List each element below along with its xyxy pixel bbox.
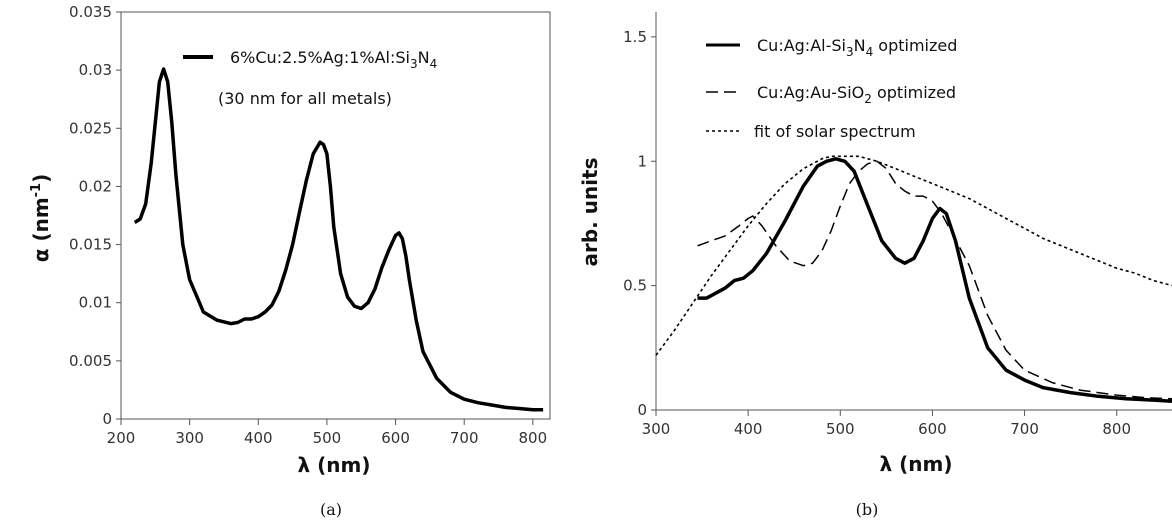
y-axis-label-a: α (nm-1) — [29, 174, 53, 263]
plot-frame-a — [120, 11, 551, 420]
y-tick-label: 0.005 — [69, 352, 112, 370]
x-axis-ticks-a: 200 300 400 500 600 700 800 — [107, 419, 547, 447]
y-tick-label: 0.035 — [69, 3, 112, 21]
y-tick-label: 0.015 — [69, 236, 112, 254]
series-group-b — [655, 155, 1172, 404]
y-tick-label: 1.5 — [623, 28, 647, 46]
chart-panel-a: 0 0.005 0.01 0.015 0.02 0.025 0.03 0.035 200 300… — [29, 3, 551, 477]
y-axis-label-b: arb. units — [578, 157, 602, 266]
series-group-a — [133, 67, 544, 412]
legend-note-a: (30 nm for all metals) — [218, 89, 392, 108]
series-line-1 — [133, 67, 544, 412]
series-line-1 — [697, 157, 1172, 404]
legend-label-b-3: fit of solar spectrum — [754, 122, 916, 141]
x-tick-label: 400 — [244, 429, 273, 447]
y-tick-label: 0.5 — [623, 277, 647, 295]
series-line-2 — [697, 160, 1172, 400]
x-axis-ticks-b: 300 400 500 600 700 800 — [642, 410, 1131, 438]
y-tick-label: 0 — [102, 410, 112, 428]
y-tick-label: 0.03 — [79, 61, 112, 79]
chart-panel-b: 0 0.5 1 1.5 300 400 500 600 700 800 λ (nm) arb. … — [578, 12, 1172, 476]
y-axis-ticks-a: 0 0.005 0.01 0.015 0.02 0.025 0.03 0.035 — [69, 3, 121, 428]
caption-b: (b) — [856, 500, 879, 519]
x-tick-label: 600 — [918, 420, 947, 438]
x-tick-label: 500 — [313, 429, 342, 447]
x-axis-label-b: λ (nm) — [880, 452, 953, 476]
legend-label-b-1: Cu:Ag:Al-Si3N4 optimized — [757, 36, 957, 59]
x-tick-label: 800 — [519, 429, 548, 447]
caption-a: (a) — [320, 500, 342, 519]
legend-label-b-2: Cu:Ag:Au-SiO2 optimized — [757, 83, 956, 106]
series-line-3 — [655, 155, 1172, 356]
x-tick-label: 200 — [107, 429, 136, 447]
x-tick-label: 800 — [1102, 420, 1131, 438]
y-tick-label: 0 — [637, 401, 647, 419]
x-tick-label: 700 — [450, 429, 479, 447]
x-tick-label: 500 — [826, 420, 855, 438]
x-tick-label: 300 — [642, 420, 671, 438]
x-axis-label-a: λ (nm) — [298, 453, 371, 477]
legend-label-a: 6%Cu:2.5%Ag:1%Al:Si3N4 — [230, 48, 437, 71]
x-tick-label: 300 — [175, 429, 204, 447]
y-tick-label: 0.01 — [79, 294, 112, 312]
y-tick-label: 1 — [637, 152, 647, 170]
x-tick-label: 700 — [1010, 420, 1039, 438]
y-tick-label: 0.025 — [69, 119, 112, 137]
x-tick-label: 400 — [734, 420, 763, 438]
y-tick-label: 0.02 — [79, 177, 112, 195]
x-tick-label: 600 — [381, 429, 410, 447]
y-axis-ticks-b: 0 0.5 1 1.5 — [623, 28, 656, 419]
